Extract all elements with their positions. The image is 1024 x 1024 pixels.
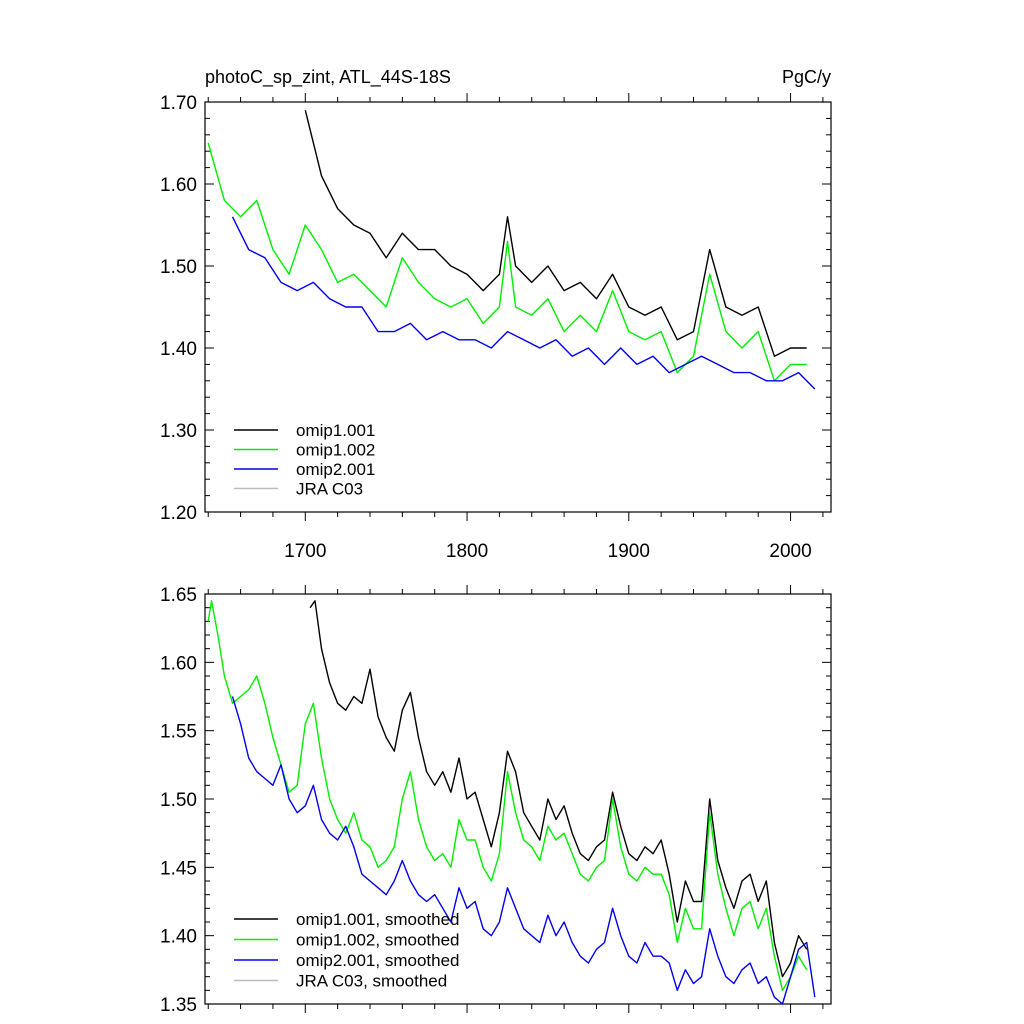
y-tick-label: 1.55 xyxy=(160,722,197,743)
legend-label-omip2-001: omip2.001 xyxy=(296,460,375,479)
top-panel: 1.20 1.30 1.40 1.50 1.60 1.70 1700 1800 1900 2000… xyxy=(160,67,832,562)
series-line-omip1-002 xyxy=(207,142,807,382)
y-tick-label: 1.70 xyxy=(160,93,197,114)
y-tick-label: 1.60 xyxy=(160,653,197,674)
series-line-omip1-001 xyxy=(304,110,807,357)
y-tick-label: 1.65 xyxy=(160,585,197,606)
y-tick-label: 1.45 xyxy=(160,858,197,879)
y-tick-label: 1.60 xyxy=(160,175,197,196)
y-tick-label: 1.20 xyxy=(160,503,197,524)
series-line-omip2-001 xyxy=(231,216,816,390)
legend-label-omip1-001: omip1.001 xyxy=(296,421,375,440)
legend-label-jra-c03-smoothed: JRA C03, smoothed xyxy=(296,972,447,991)
chart-title: photoC_sp_zint, ATL_44S-18S xyxy=(205,67,451,88)
y-tick-label: 1.40 xyxy=(160,339,197,360)
units-label: PgC/y xyxy=(782,67,831,87)
x-tick-label: 1800 xyxy=(446,541,488,562)
legend-label-omip1-002-smoothed: omip1.002, smoothed xyxy=(296,931,460,950)
legend-label-jra-c03: JRA C03 xyxy=(296,480,363,499)
y-tick-label: 1.35 xyxy=(160,995,197,1016)
x-tick-label: 1700 xyxy=(284,541,326,562)
y-tick-label: 1.30 xyxy=(160,421,197,442)
bottom-panel: 1.35 1.40 1.45 1.50 1.55 1.60 1.65 omip1.001, s… xyxy=(160,585,832,1016)
y-tick-label: 1.50 xyxy=(160,257,197,278)
x-tick-label: 2000 xyxy=(769,541,811,562)
series-line-omip2-001-smoothed xyxy=(231,696,816,1005)
legend-label-omip2-001-smoothed: omip2.001, smoothed xyxy=(296,951,460,970)
legend-label-omip1-002: omip1.002 xyxy=(296,441,375,460)
series-line-omip1-002-smoothed xyxy=(207,600,808,991)
legend-label-omip1-001-smoothed: omip1.001, smoothed xyxy=(296,910,460,929)
x-tick-label: 1900 xyxy=(608,541,650,562)
y-tick-label: 1.50 xyxy=(160,790,197,811)
series-line-omip1-001-smoothed xyxy=(309,600,808,978)
plot-frame xyxy=(204,101,832,513)
y-tick-label: 1.40 xyxy=(160,927,197,948)
